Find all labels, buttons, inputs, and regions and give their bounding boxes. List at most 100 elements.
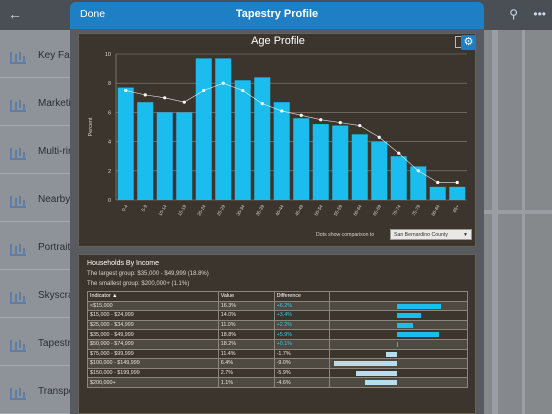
difference-cell: +5.9% — [273, 329, 331, 340]
x-tick-label: 85+ — [452, 204, 460, 214]
age-profile-chart: 0 2 4 6 8 10 Percent 0-4 5-9 10-14 15-19 20-24 25-29… — [88, 52, 467, 217]
value-header[interactable]: Value — [217, 291, 275, 302]
value-cell: 11.4% — [217, 348, 275, 360]
difference-header[interactable]: Difference — [273, 291, 331, 302]
x-tick-label: 15-19 — [177, 204, 187, 217]
bar — [429, 186, 446, 200]
x-tick-label: 5-9 — [140, 204, 148, 213]
background-list-item[interactable]: Multi-rin — [0, 134, 74, 174]
bar-chart-icon — [10, 196, 26, 208]
indicator-header[interactable]: Indicator ▲ — [87, 291, 219, 302]
x-tick-label: 70-74 — [391, 204, 401, 217]
indicator-cell: $50,000 - $74,999 — [87, 338, 219, 350]
background-list-item[interactable]: Nearby — [0, 182, 72, 222]
difference-bar — [397, 341, 399, 347]
difference-cell: +2.2% — [273, 319, 331, 331]
comparison-dot — [358, 123, 362, 128]
difference-cell: -9.0% — [273, 358, 331, 369]
households-by-income-panel: Households By Income The largest group: … — [78, 254, 476, 414]
value-cell: 16.3% — [217, 300, 275, 312]
bar-chart-icon — [10, 244, 26, 256]
y-tick-label: 10 — [105, 52, 111, 58]
x-tick-label: 20-24 — [196, 204, 206, 217]
income-table: Indicator ▲ Value Difference <$15,000 16.… — [87, 291, 468, 388]
comparison-dot — [299, 113, 303, 117]
background-list-item[interactable]: Skyscra — [0, 278, 74, 318]
difference-bar — [356, 370, 398, 376]
difference-bar-cell — [329, 310, 468, 321]
comparison-line — [125, 82, 458, 183]
background-list-item[interactable]: Tapestry — [0, 326, 76, 366]
chevron-down-icon: ▼ — [463, 232, 468, 238]
bar — [312, 124, 329, 200]
value-cell: 18.2% — [217, 338, 275, 350]
indicator-cell: $25,000 - $34,999 — [87, 319, 219, 331]
comparison-dot — [241, 88, 245, 93]
back-icon[interactable]: ← — [8, 6, 22, 22]
background-list-label: Multi-rin — [38, 146, 74, 157]
value-cell: 14.0% — [217, 310, 275, 321]
difference-cell: -5.9% — [273, 367, 331, 379]
indicator-cell: $150,000 - $199,999 — [87, 367, 219, 379]
bar-chart-icon — [10, 100, 26, 112]
chart-title: Age Profile — [251, 35, 305, 47]
comparison-dot — [338, 121, 342, 125]
value-cell: 2.7% — [217, 367, 275, 379]
comparison-dot — [221, 81, 225, 85]
comparison-dot — [143, 93, 147, 97]
bar — [156, 112, 173, 200]
table-row: $50,000 - $74,999 18.2% +0.1% — [87, 338, 468, 350]
gear-icon[interactable]: ⚙ — [461, 35, 476, 50]
bar — [351, 134, 368, 200]
y-tick-label: 4 — [108, 140, 111, 146]
bar — [195, 58, 212, 200]
x-tick-label: 30-34 — [235, 204, 245, 217]
background-map — [482, 30, 552, 414]
table-row: $15,000 - $24,999 14.0% +3.4% — [87, 310, 468, 321]
y-tick-label: 8 — [108, 81, 111, 87]
largest-group-text: The largest group: $35,000 - $49,999 (18… — [87, 271, 209, 277]
smallest-group-text: The smallest group: $200,000+ (1.1%) — [87, 281, 190, 287]
table-row: <$15,000 16.3% +6.2% — [87, 300, 468, 312]
indicator-cell: $15,000 - $24,999 — [87, 310, 219, 321]
value-cell: 11.0% — [217, 319, 275, 331]
income-title: Households By Income — [87, 260, 159, 267]
comparison-dot — [124, 88, 128, 93]
bar — [410, 166, 427, 200]
background-list-item[interactable]: Marketin — [0, 86, 76, 126]
difference-cell: +0.1% — [273, 338, 331, 350]
bar-header — [329, 291, 468, 302]
x-tick-label: 55-59 — [333, 204, 343, 217]
background-toolbar: ⚲ ••• — [497, 7, 546, 21]
search-icon[interactable]: ⚲ — [509, 7, 519, 21]
background-list-item[interactable]: Portrait — [0, 230, 72, 270]
comparison-dot — [319, 118, 323, 122]
bar-chart-icon — [10, 148, 26, 160]
value-cell: 1.1% — [217, 377, 275, 388]
x-tick-label: 75-79 — [411, 204, 421, 217]
background-list-label: Nearby — [38, 194, 71, 205]
bar — [332, 125, 349, 200]
table-row: $35,000 - $49,999 18.8% +5.9% — [87, 329, 468, 340]
more-icon[interactable]: ••• — [533, 7, 546, 21]
difference-bar — [397, 313, 422, 319]
background-list-item[interactable]: Transpo — [0, 374, 74, 414]
x-tick-label: 45-49 — [294, 204, 304, 217]
bar — [234, 80, 251, 200]
comparison-dot — [416, 169, 420, 173]
difference-cell: +6.2% — [273, 300, 331, 312]
bar — [254, 77, 271, 200]
difference-bar — [397, 332, 439, 338]
background-list-item[interactable]: Key Fac — [0, 38, 75, 78]
modal-title: Tapestry Profile — [235, 8, 319, 20]
done-button[interactable]: Done — [80, 8, 106, 20]
comparison-dot — [182, 100, 186, 104]
bar — [137, 102, 154, 200]
comparison-select[interactable]: San Bernardino County ▼ — [390, 229, 472, 240]
comparison-dot — [436, 180, 440, 185]
background-list-label: Skyscra — [38, 290, 74, 301]
x-tick-label: 35-39 — [255, 204, 265, 217]
indicator-cell: $200,000+ — [87, 377, 219, 388]
x-tick-label: 65-69 — [372, 204, 382, 217]
comparison-dot — [163, 96, 167, 100]
